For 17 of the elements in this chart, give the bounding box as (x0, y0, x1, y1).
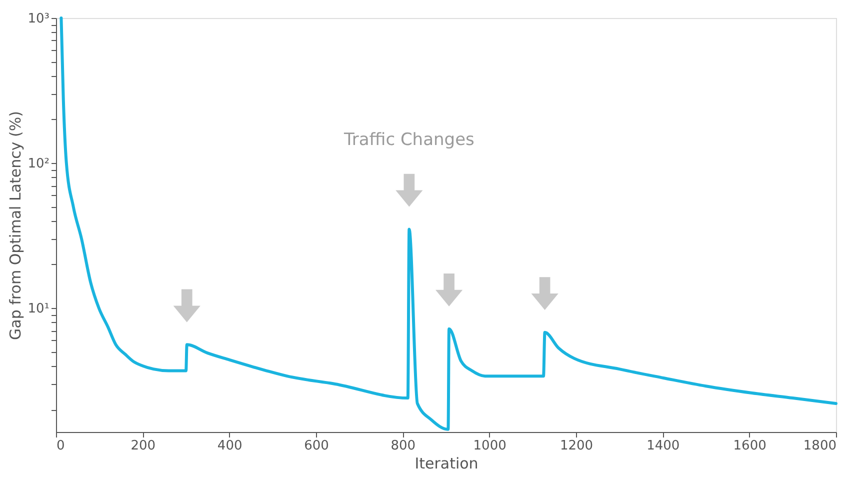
x-tick-label: 1800 (803, 438, 836, 454)
line-series (60, 16, 838, 431)
x-tick-label: 600 (304, 438, 329, 454)
x-tick-label: 1000 (473, 438, 506, 454)
y-axis-title: Gap from Optimal Latency (%) (6, 111, 25, 340)
y-tick-label: 10¹ (28, 302, 50, 317)
x-tick-label: 200 (130, 438, 156, 454)
annotation: Traffic Changes (342, 130, 475, 150)
x-tick-label: 1400 (646, 438, 680, 454)
x-tick-label: 0 (56, 438, 65, 454)
x-tick-label: 1200 (560, 438, 594, 454)
y-tick-label: 10² (28, 156, 50, 172)
x-tick-label: 1600 (733, 438, 766, 454)
x-axis-title: Iteration (414, 454, 478, 472)
y-tick-label: 10³ (28, 12, 50, 26)
x-tick-label: 400 (217, 438, 242, 454)
x-tick-label: 800 (390, 438, 416, 454)
